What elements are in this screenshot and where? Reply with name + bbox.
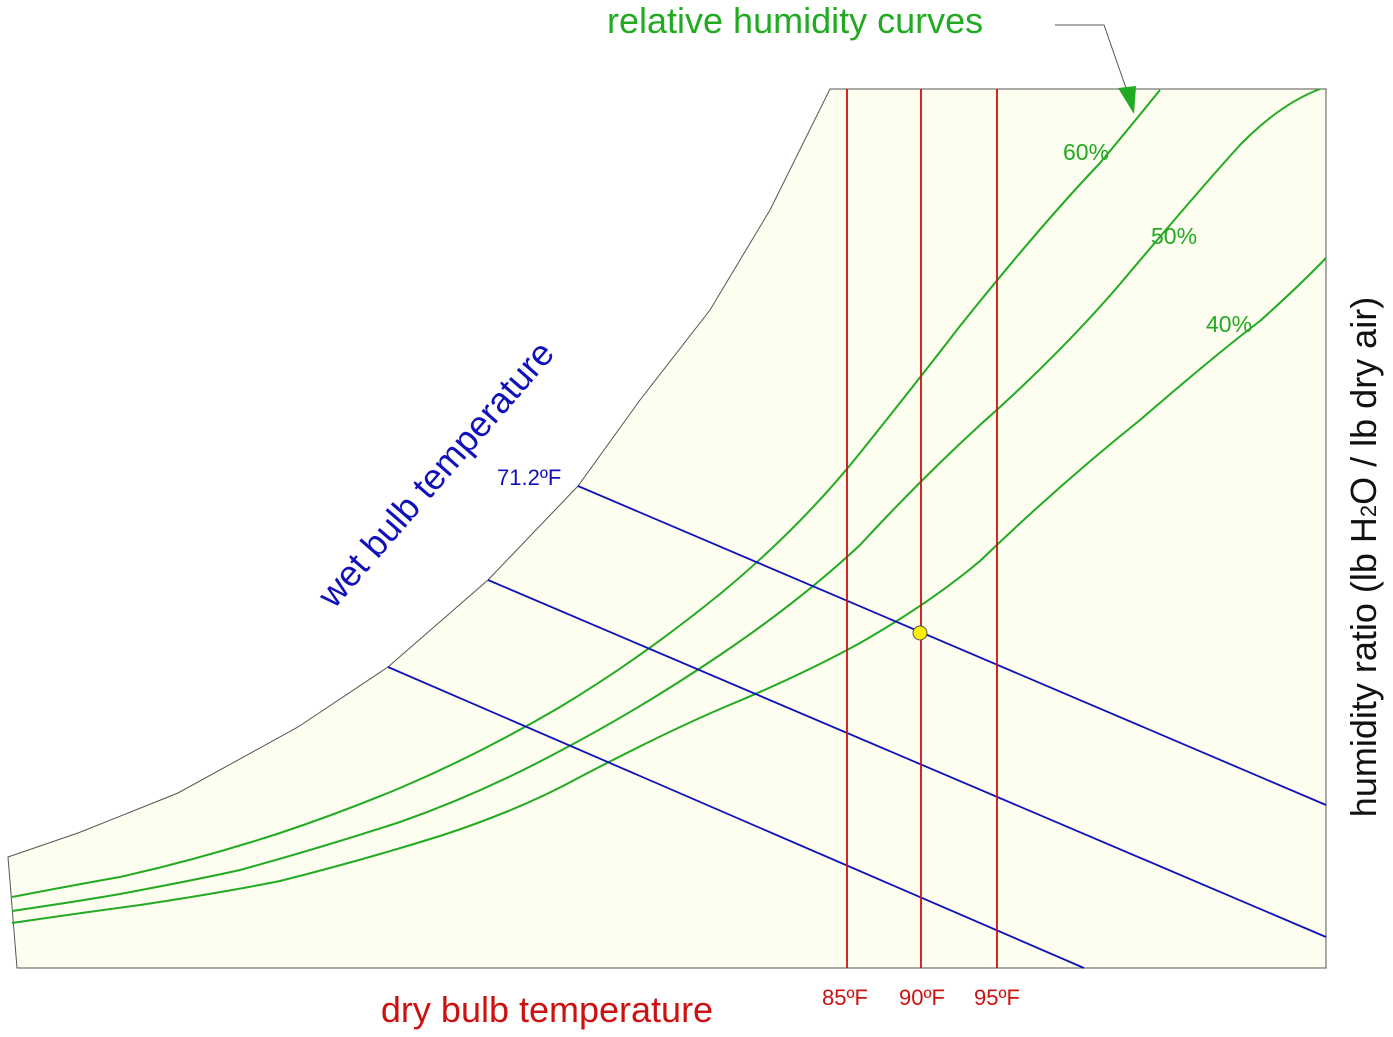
callout-leader [1055,24,1127,89]
wet-bulb-line-2 [487,579,1327,938]
dry-bulb-lines [846,89,998,968]
dry-bulb-axis-title: dry bulb temperature [381,989,713,1030]
rh-curve-60 [11,89,1161,898]
humidity-ratio-subscript: 2 [1356,505,1381,517]
rh-label-40: 40% [1206,311,1252,337]
humidity-ratio-suffix: O / lb dry air) [1343,297,1384,505]
wet-bulb-line-1 [577,485,1327,806]
dry-bulb-label-90: 90ºF [899,985,945,1010]
wet-bulb-lines [387,485,1327,969]
wet-bulb-line-3 [387,666,1085,969]
rh-curve-40 [11,257,1327,924]
rh-label-50: 50% [1151,223,1197,249]
dry-bulb-label-95: 95ºF [974,985,1020,1010]
humidity-ratio-prefix: humidity ratio (lb H [1343,517,1384,817]
wet-bulb-value-label: 71.2ºF [497,465,561,490]
title-label: relative humidity curves [607,0,983,41]
rh-curve-50 [11,88,1321,912]
rh-curves [11,88,1327,924]
state-point [912,625,928,641]
humidity-ratio-axis-title: humidity ratio (lb H2O / lb dry air) [1343,297,1384,817]
dry-bulb-label-85: 85ºF [822,985,868,1010]
title-callout: relative humidity curves [607,0,1136,114]
arrowhead-icon [1118,86,1136,114]
chart-region [7,88,1327,969]
rh-label-60: 60% [1063,139,1109,165]
